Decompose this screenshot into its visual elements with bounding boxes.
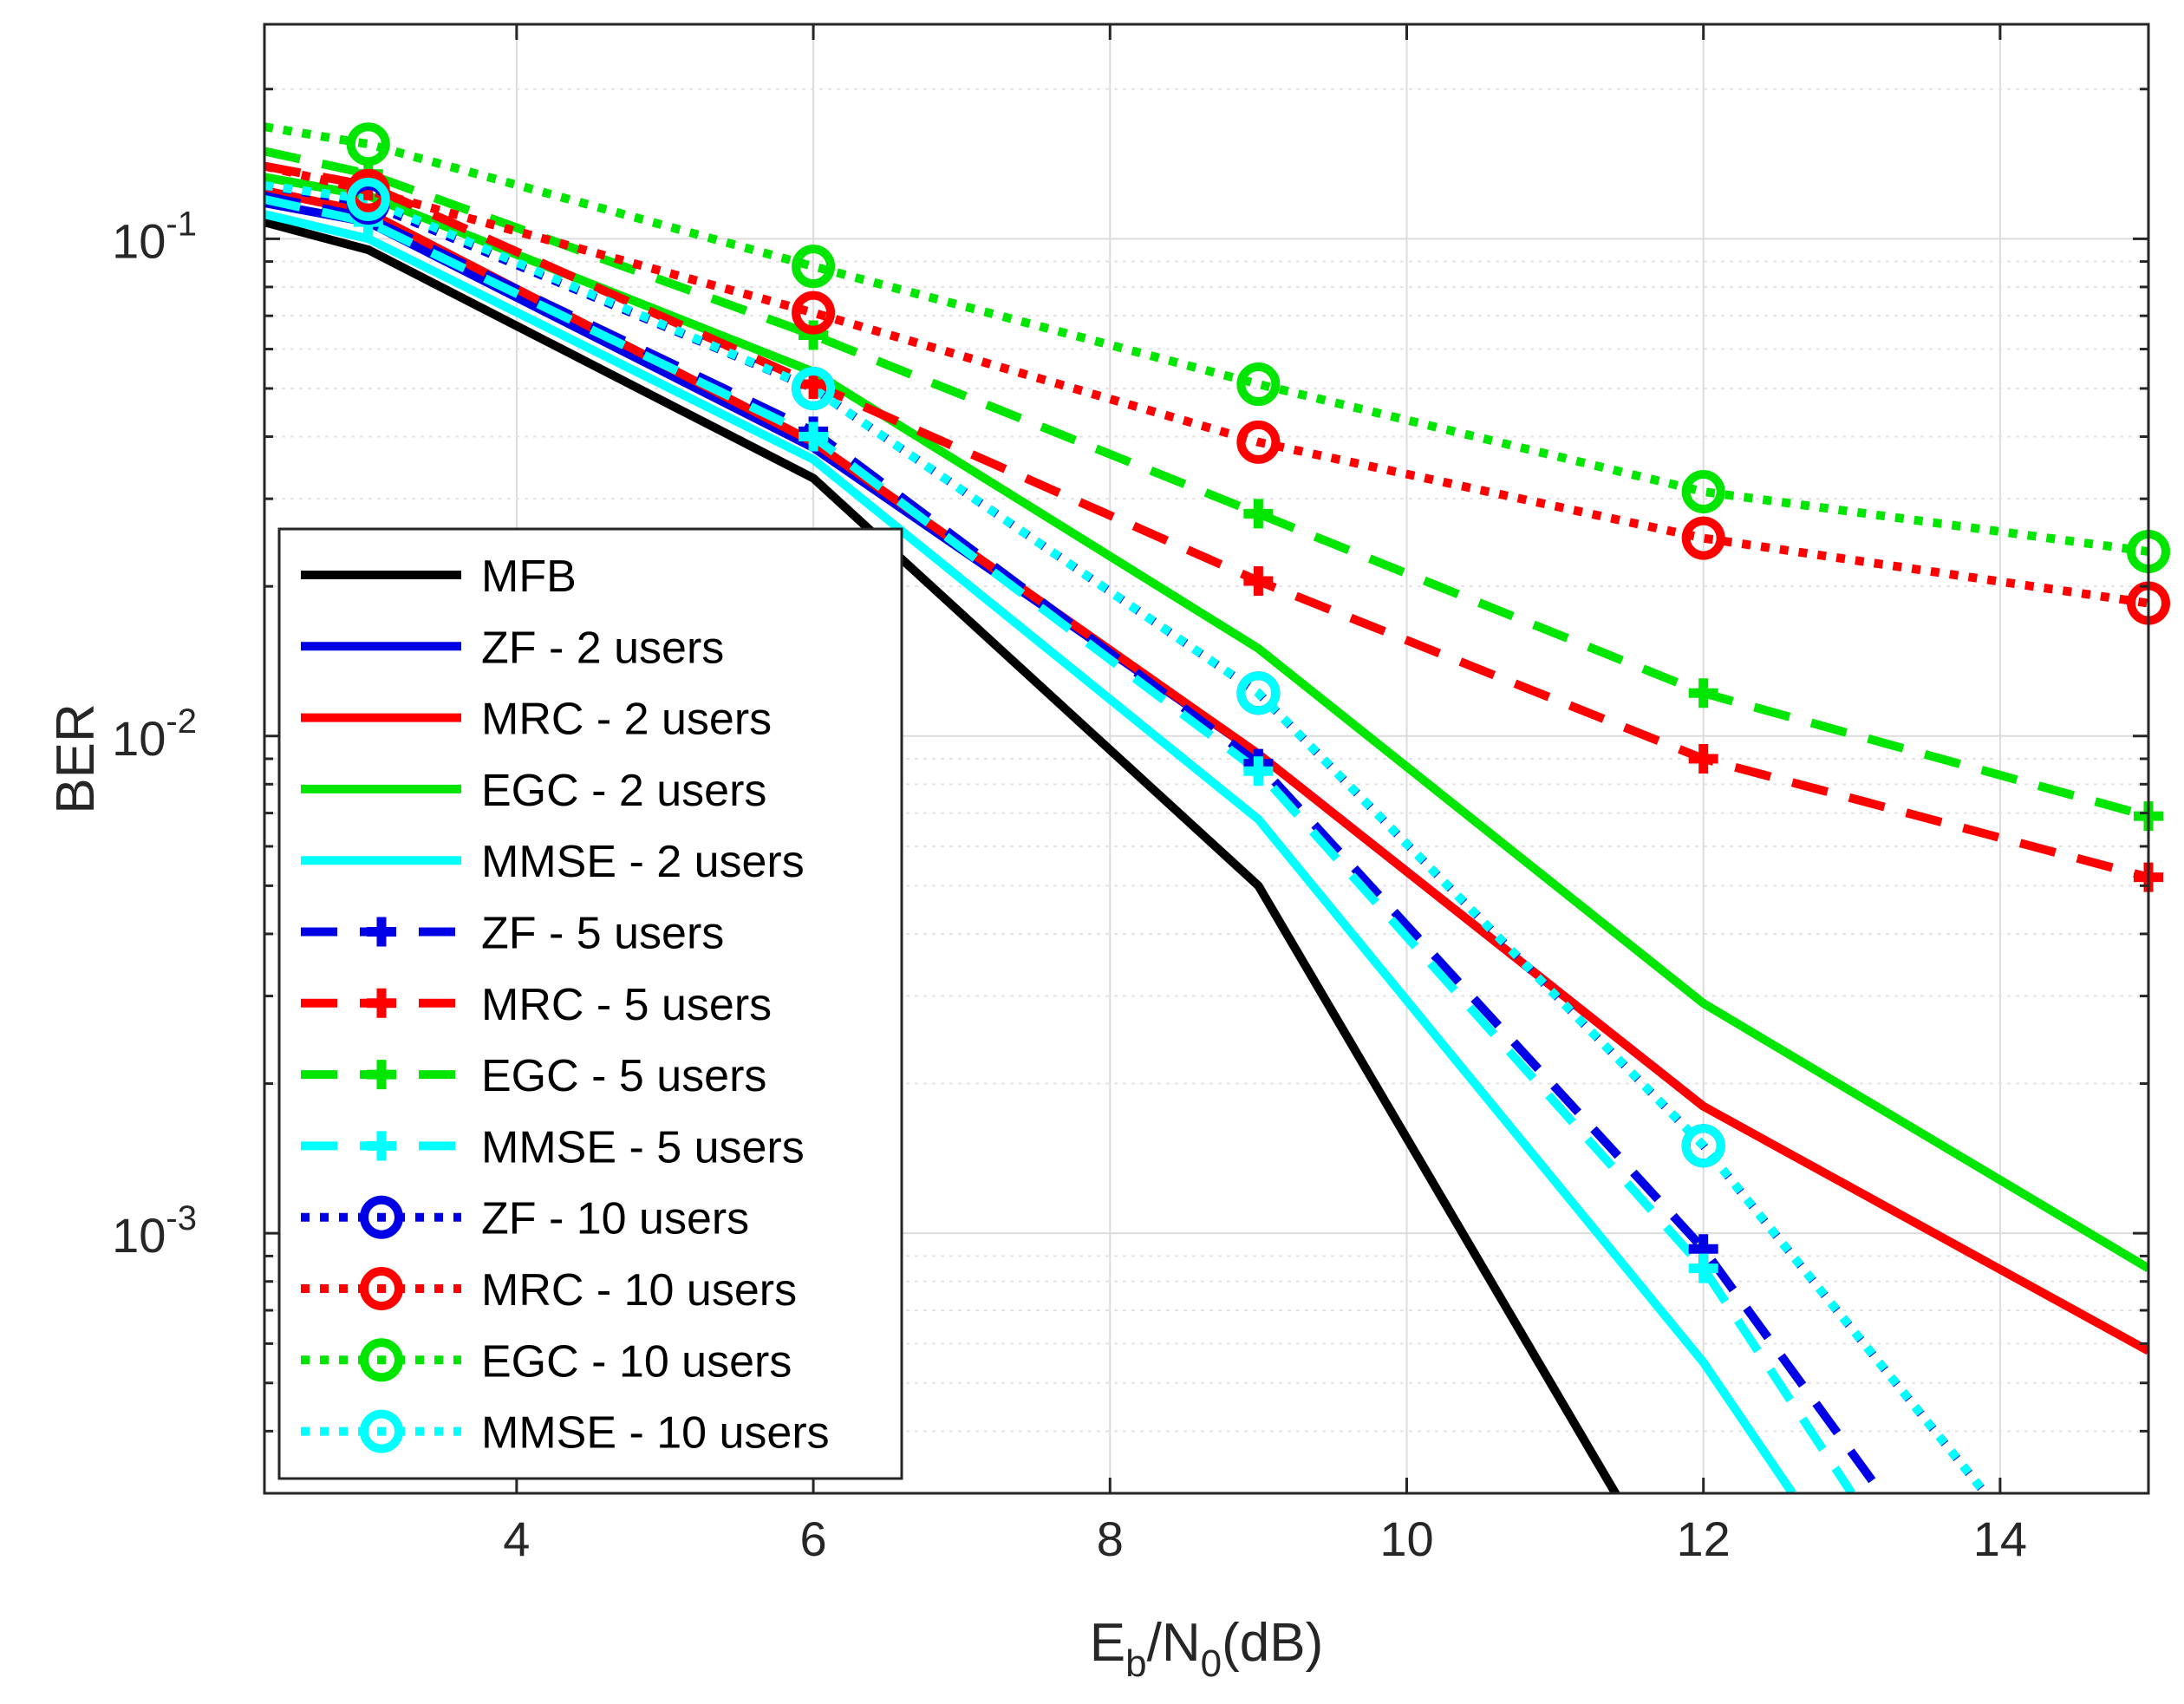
series-marker-7 xyxy=(799,320,829,350)
series-marker-11 xyxy=(1236,362,1281,407)
legend: MFB ZF - 2 users MRC - 2 users EGC - 2 user… xyxy=(277,527,903,1480)
legend-label: ZF - 10 users xyxy=(481,1194,749,1244)
series-marker-10 xyxy=(1681,516,1725,560)
legend-entry: ZF - 10 users xyxy=(301,1194,749,1244)
legend-entry: EGC - 10 users xyxy=(301,1336,792,1387)
series-line-7 xyxy=(264,147,2148,821)
legend-label: MRC - 10 users xyxy=(481,1265,797,1316)
legend-entry: MMSE - 2 users xyxy=(301,837,805,887)
series-marker-8 xyxy=(1688,1253,1718,1283)
legend-label: MMSE - 5 users xyxy=(481,1122,805,1172)
legend-marker xyxy=(360,1409,403,1453)
series-marker-7 xyxy=(1688,678,1718,708)
legend-label: ZF - 2 users xyxy=(481,623,724,673)
series-marker-8 xyxy=(1243,756,1274,787)
series-marker-10 xyxy=(792,291,836,335)
series-marker-7 xyxy=(1243,499,1274,529)
legend-label: EGC - 10 users xyxy=(481,1336,792,1387)
legend-marker xyxy=(367,1060,396,1090)
series-marker-8 xyxy=(799,421,829,452)
legend-entry: MMSE - 10 users xyxy=(301,1408,830,1459)
legend-label: MRC - 2 users xyxy=(481,695,772,745)
series-marker-11 xyxy=(346,122,390,166)
legend-marker xyxy=(367,917,396,947)
legend-marker xyxy=(367,988,396,1018)
series-marker-12 xyxy=(346,177,390,221)
series-line-8 xyxy=(264,195,1855,1493)
legend-label: EGC - 2 users xyxy=(481,766,766,816)
y-tick-label: 10-3 xyxy=(112,1199,197,1263)
legend-label: MMSE - 2 users xyxy=(481,837,805,887)
legend-marker xyxy=(360,1338,403,1382)
y-tick-label: 10-1 xyxy=(112,205,197,268)
x-tick-label: 12 xyxy=(1677,1511,1731,1566)
y-axis-title: BER xyxy=(46,703,106,813)
legend-entry: MMSE - 5 users xyxy=(301,1122,805,1172)
legend-label: ZF - 5 users xyxy=(481,909,724,959)
y-tick-label: 10-2 xyxy=(112,702,197,766)
series-marker-10 xyxy=(1236,420,1281,464)
series-marker-12 xyxy=(1681,1124,1725,1168)
series-line-4 xyxy=(264,210,1796,1493)
x-tick-label: 4 xyxy=(503,1511,530,1566)
x-tick-label: 10 xyxy=(1379,1511,1433,1566)
legend-entry: MRC - 2 users xyxy=(301,695,772,745)
series-marker-11 xyxy=(1681,470,1725,514)
legend-label: EGC - 5 users xyxy=(481,1051,766,1101)
legend-entry: ZF - 2 users xyxy=(301,623,724,673)
series-marker-12 xyxy=(1236,671,1281,715)
legend-entry: EGC - 5 users xyxy=(301,1051,766,1101)
series-marker-11 xyxy=(792,245,836,289)
legend-entry: MRC - 10 users xyxy=(301,1265,797,1316)
series-marker-6 xyxy=(1688,744,1718,774)
x-tick-label: 6 xyxy=(800,1511,827,1566)
x-tick-label: 8 xyxy=(1097,1511,1124,1566)
series-line-0 xyxy=(264,218,1621,1493)
series-marker-6 xyxy=(1243,565,1274,596)
x-axis-title: Eb/N0(dB) xyxy=(1090,1613,1323,1685)
legend-entry: ZF - 5 users xyxy=(301,909,724,959)
legend-label: MRC - 5 users xyxy=(481,980,772,1030)
legend-entry: MFB xyxy=(301,552,577,602)
legend-label: MFB xyxy=(481,552,577,602)
legend-label: MMSE - 10 users xyxy=(481,1408,830,1459)
legend-marker xyxy=(360,1195,403,1239)
legend-entry: MRC - 5 users xyxy=(301,980,772,1030)
series-marker-12 xyxy=(792,366,836,410)
legend-marker xyxy=(367,1131,396,1161)
x-tick-label: 14 xyxy=(1973,1511,2027,1566)
legend-marker xyxy=(360,1267,403,1310)
series-line-12 xyxy=(264,180,1989,1493)
legend-entry: EGC - 2 users xyxy=(301,766,766,816)
axis-ticks: 4 6 8 10 12 14 10-1 10-2 10-3 xyxy=(112,24,2148,1566)
